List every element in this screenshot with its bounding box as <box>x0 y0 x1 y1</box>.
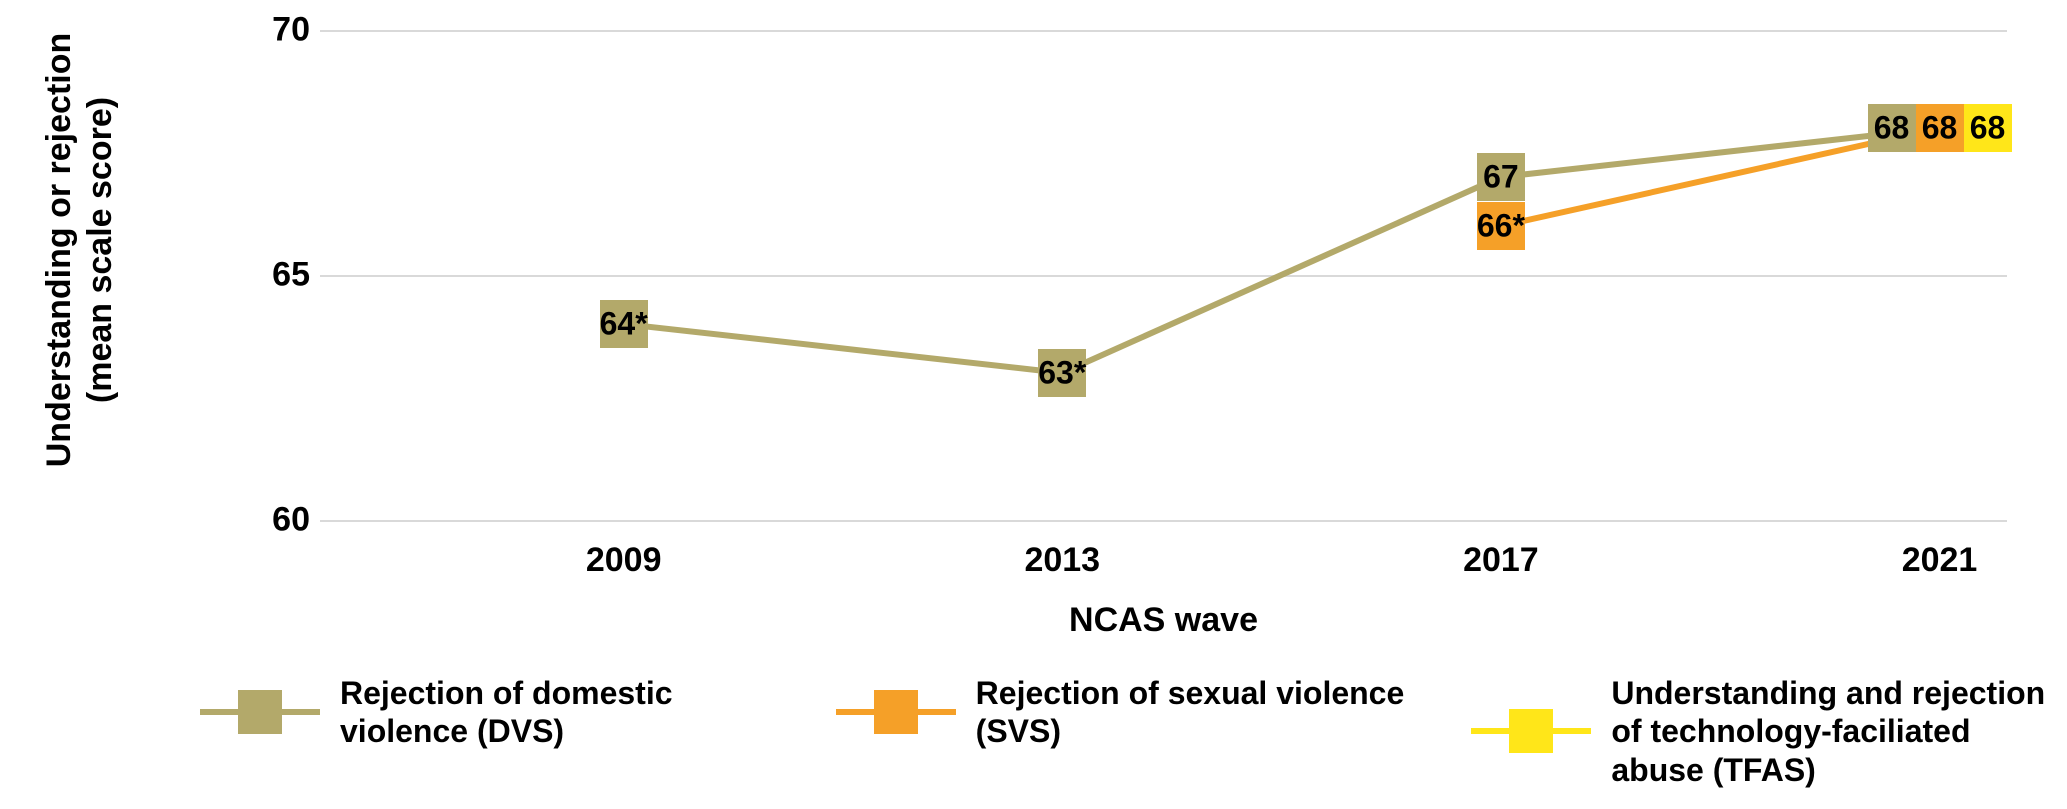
data-label-dvs: 64* <box>600 306 648 343</box>
x-tick-label: 2021 <box>1902 541 1978 580</box>
legend-item-dvs: Rejection of domestic violence (DVS) <box>200 674 776 751</box>
legend-label-svs: Rejection of sexual violence (SVS) <box>976 674 1412 751</box>
x-tick-label: 2017 <box>1463 541 1539 580</box>
legend-label-tfas: Understanding and rejection of technolog… <box>1611 674 2047 789</box>
series-line-dvs <box>623 321 1062 376</box>
legend-item-tfas: Understanding and rejection of technolog… <box>1471 674 2047 789</box>
grid-line <box>320 275 2007 277</box>
x-tick-label: 2009 <box>586 541 662 580</box>
data-label-svs: 68 <box>1922 110 1958 147</box>
chart-area: Understanding or rejection (mean scale s… <box>20 20 2027 640</box>
data-label-dvs: 67 <box>1483 159 1519 196</box>
y-axis-label-line2: (mean scale score) <box>80 33 121 468</box>
data-label-dvs: 63* <box>1038 355 1086 392</box>
y-axis-label-line1: Understanding or rejection <box>39 33 80 468</box>
plot-area: NCAS wave 606570200920132017202164*63*67… <box>220 30 2007 520</box>
data-label-dvs: 68 <box>1874 110 1910 147</box>
y-tick-label: 60 <box>220 501 310 540</box>
legend-swatch-tfas <box>1471 709 1591 753</box>
x-tick-label: 2013 <box>1024 541 1100 580</box>
y-tick-label: 70 <box>220 11 310 50</box>
grid-line <box>320 520 2007 522</box>
legend-swatch-dvs <box>200 690 320 734</box>
data-label-tfas: 68 <box>1970 110 2006 147</box>
grid-line <box>320 30 2007 32</box>
legend-item-svs: Rejection of sexual violence (SVS) <box>836 674 1412 751</box>
legend-swatch-svs <box>836 690 956 734</box>
y-axis-label: Understanding or rejection (mean scale s… <box>39 33 121 468</box>
chart-container: Understanding or rejection (mean scale s… <box>0 0 2067 809</box>
x-axis-label: NCAS wave <box>320 601 2007 640</box>
legend: Rejection of domestic violence (DVS) Reje… <box>200 674 2047 789</box>
y-tick-label: 65 <box>220 256 310 295</box>
data-label-svs: 66* <box>1477 208 1525 245</box>
legend-label-dvs: Rejection of domestic violence (DVS) <box>340 674 776 751</box>
